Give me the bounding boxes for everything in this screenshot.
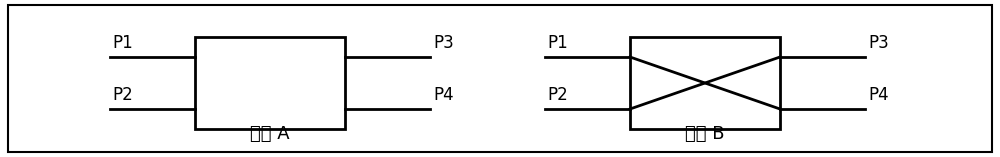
Text: P2: P2 [112,86,133,104]
Text: P3: P3 [868,34,889,52]
Bar [630,37,780,129]
Text: P1: P1 [112,34,133,52]
Text: P3: P3 [433,34,454,52]
Text: 状态 A: 状态 A [250,125,290,143]
Text: 状态 B: 状态 B [685,125,725,143]
Text: P4: P4 [433,86,454,104]
Text: P4: P4 [868,86,889,104]
Bar [195,37,345,129]
Text: P2: P2 [547,86,568,104]
Text: P1: P1 [547,34,568,52]
